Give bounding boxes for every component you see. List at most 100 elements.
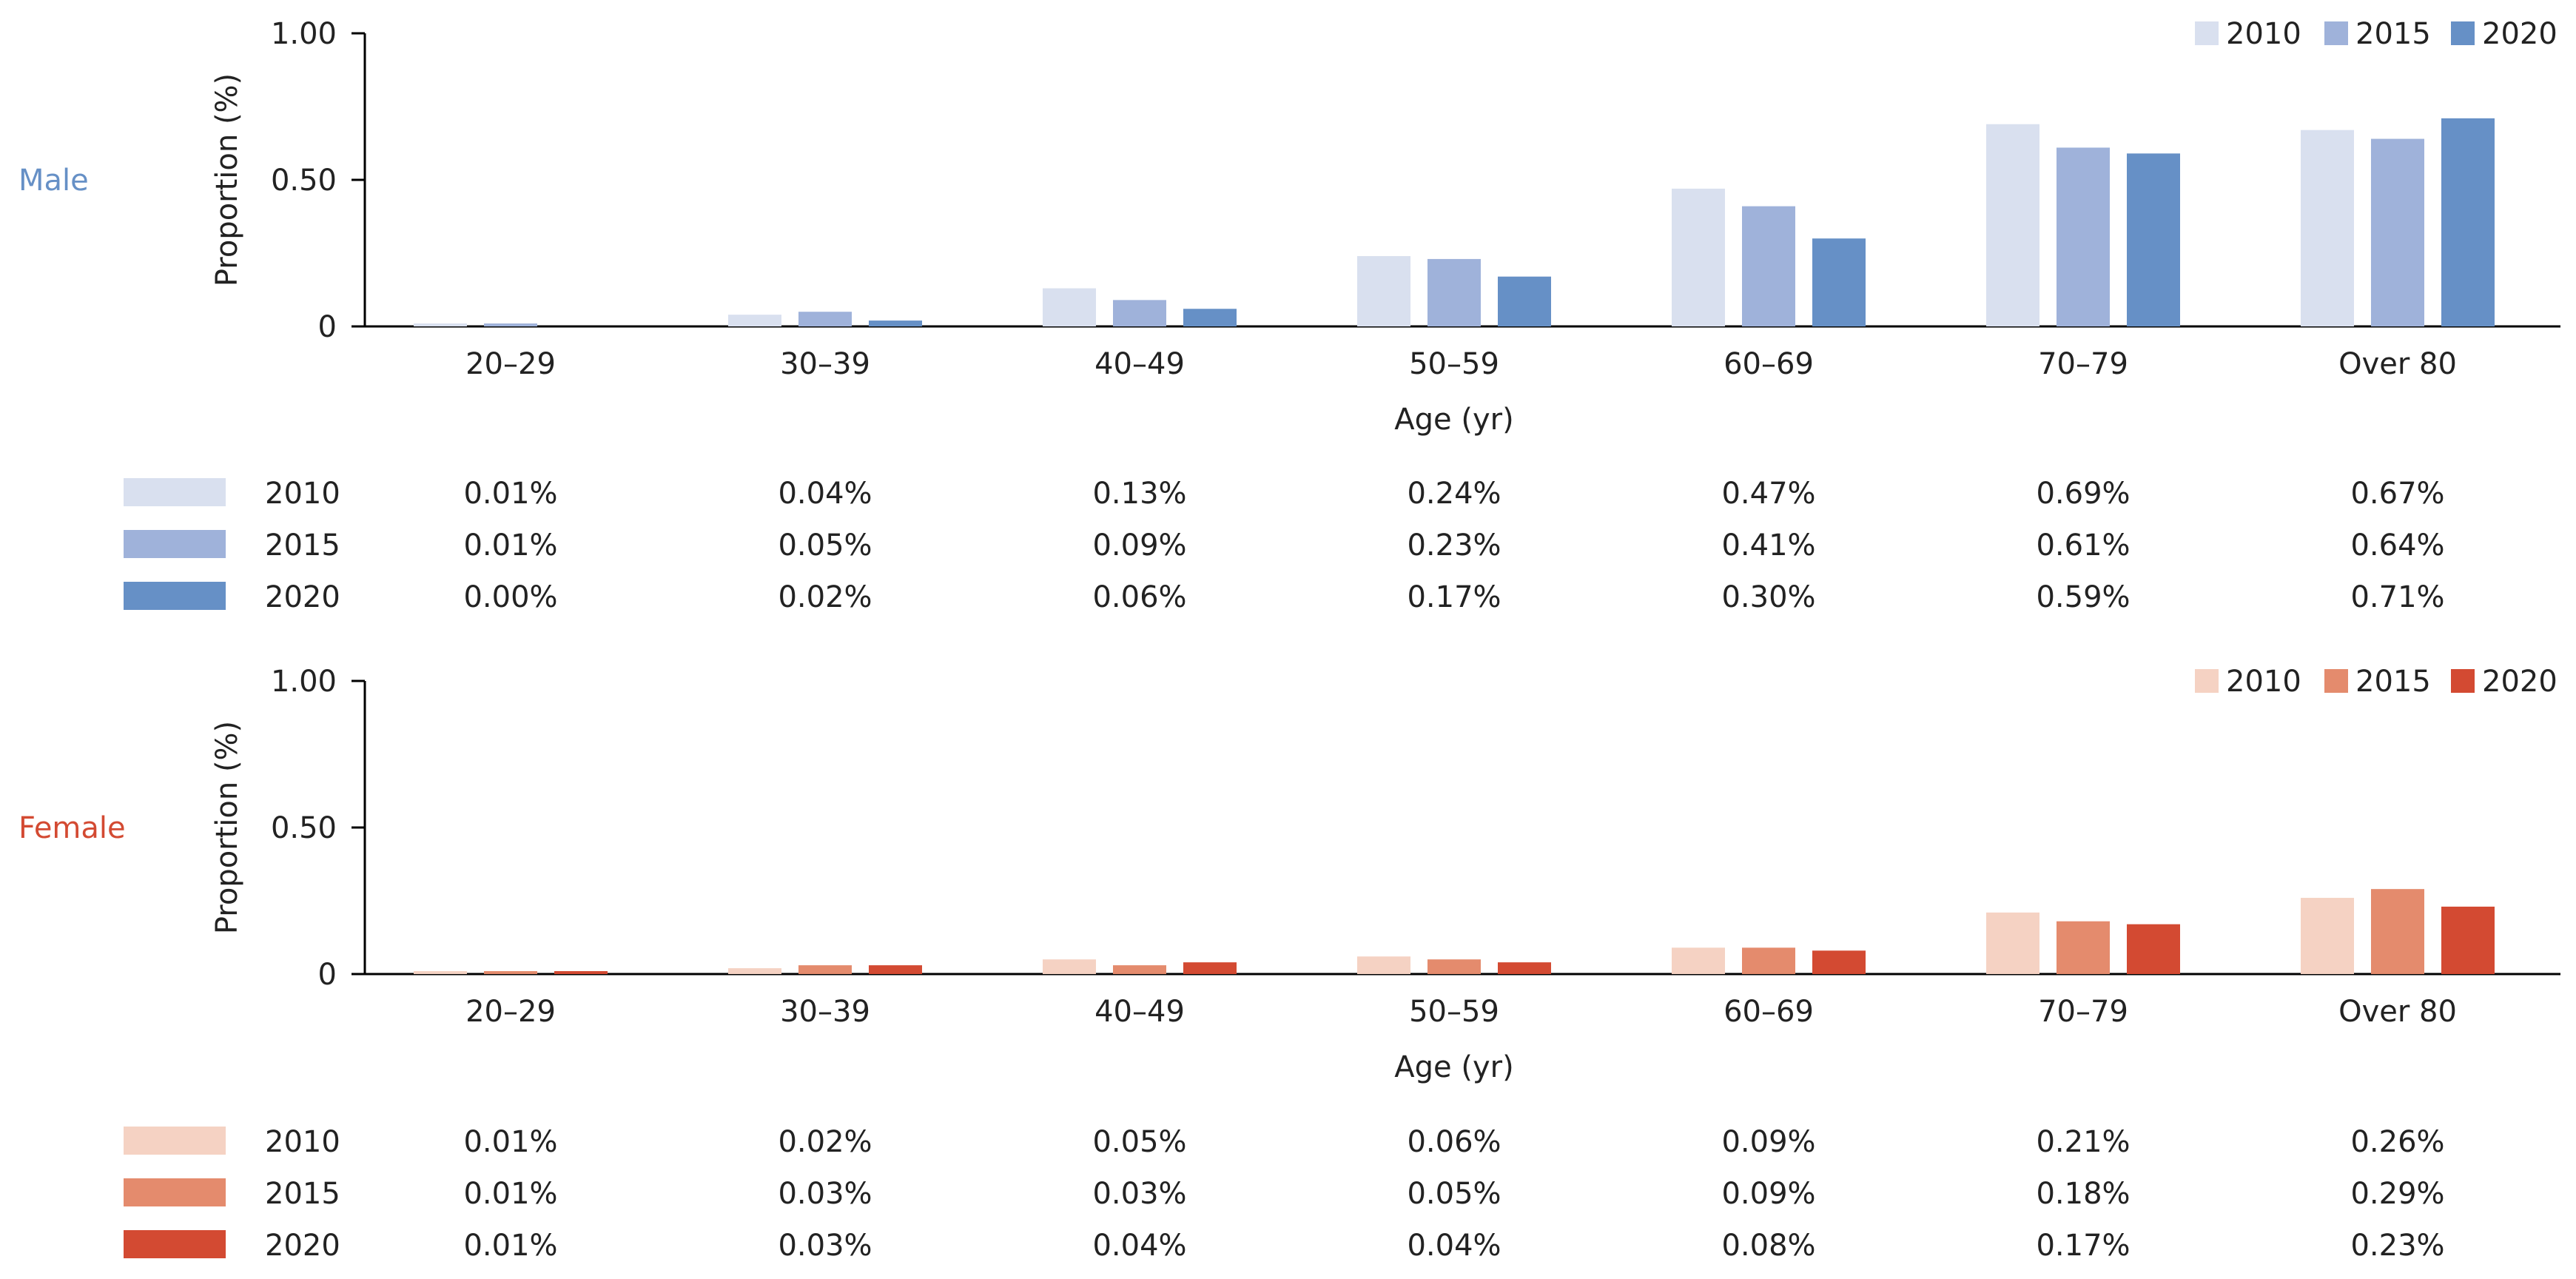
bar-2015-0 (484, 971, 537, 974)
bar-2020-4 (1812, 238, 1866, 326)
table-cell: 0.23% (1407, 528, 1501, 563)
legend-swatch (2324, 669, 2348, 693)
table-row-label: 2020 (265, 1229, 340, 1263)
legend-swatch (2195, 21, 2219, 45)
table-cell: 0.67% (2350, 477, 2444, 511)
bar-2010-1 (728, 968, 781, 974)
x-tick-label: 40–49 (1094, 995, 1185, 1029)
legend-swatch (2324, 21, 2348, 45)
x-tick-label: 20–29 (465, 995, 556, 1029)
bar-2020-3 (1498, 962, 1551, 974)
table-cell: 0.64% (2350, 528, 2444, 563)
bar-2010-5 (1986, 124, 2039, 326)
y-tick-label: 1.00 (271, 665, 337, 699)
table-cell: 0.13% (1092, 477, 1186, 511)
table-cell: 0.01% (463, 1229, 557, 1263)
table-cell: 0.17% (2036, 1229, 2130, 1263)
legend-swatch (2195, 669, 2219, 693)
y-tick-label: 0.50 (271, 811, 337, 845)
bar-2015-0 (484, 323, 537, 326)
bar-2010-3 (1357, 255, 1410, 326)
table-cell: 0.61% (2036, 528, 2130, 563)
legend-swatch (2451, 21, 2475, 45)
legend-label: 2020 (2482, 665, 2557, 699)
table-cell: 0.00% (463, 580, 557, 614)
x-tick-label: 60–69 (1724, 995, 1814, 1029)
table-cell: 0.21% (2036, 1125, 2130, 1159)
bar-2015-5 (2057, 921, 2110, 974)
table-cell: 0.02% (778, 580, 872, 614)
bar-2015-2 (1113, 300, 1166, 326)
bar-2010-4 (1672, 947, 1725, 974)
panel-label: Female (19, 811, 126, 845)
x-tick-label: 70–79 (2038, 995, 2128, 1029)
y-axis-title: Proportion (%) (210, 721, 244, 934)
table-row-label: 2015 (265, 528, 340, 563)
x-tick-label: Over 80 (2338, 995, 2457, 1029)
bar-2020-4 (1812, 950, 1866, 974)
table-row-label: 2010 (265, 477, 340, 511)
table-cell: 0.24% (1407, 477, 1501, 511)
table-cell: 0.23% (2350, 1229, 2444, 1263)
bar-2020-1 (869, 965, 922, 974)
table-cell: 0.04% (1092, 1229, 1186, 1263)
legend-label: 2010 (2226, 665, 2301, 699)
table-row-label: 2010 (265, 1125, 340, 1159)
table-cell: 0.09% (1092, 528, 1186, 563)
bar-2010-1 (728, 315, 781, 326)
table-cell: 0.29% (2350, 1177, 2444, 1211)
bar-2020-2 (1183, 962, 1237, 974)
bar-2020-3 (1498, 276, 1551, 326)
bar-2015-4 (1742, 206, 1795, 326)
legend-label: 2020 (2482, 17, 2557, 51)
bar-2020-5 (2127, 924, 2180, 974)
y-axis-title: Proportion (%) (210, 73, 244, 286)
bar-2020-0 (554, 971, 608, 974)
bar-2020-5 (2127, 153, 2180, 326)
bar-2020-2 (1183, 309, 1237, 326)
table-cell: 0.05% (1407, 1177, 1501, 1211)
table-cell: 0.01% (463, 528, 557, 563)
table-swatch (124, 582, 226, 610)
bar-2020-6 (2441, 118, 2495, 326)
chart-panel-female: Female 0 0.50 1.00 Proportion (%) 20–29 30–39 4… (19, 665, 2560, 1263)
table-cell: 0.59% (2036, 580, 2130, 614)
bar-2015-6 (2371, 889, 2424, 974)
table-cell: 0.06% (1407, 1125, 1501, 1159)
table-cell: 0.18% (2036, 1177, 2130, 1211)
bar-2010-6 (2301, 898, 2354, 974)
legend-label: 2015 (2355, 665, 2431, 699)
panel-label: Male (19, 164, 89, 198)
bar-2015-4 (1742, 947, 1795, 974)
x-tick-label: 30–39 (780, 347, 870, 381)
x-tick-label: 60–69 (1724, 347, 1814, 381)
x-axis-title: Age (yr) (1394, 403, 1513, 437)
table-swatch (124, 478, 226, 506)
bar-2010-2 (1043, 959, 1096, 974)
bar-2015-2 (1113, 965, 1166, 974)
bar-2010-0 (414, 323, 467, 326)
table-cell: 0.08% (1721, 1229, 1815, 1263)
bar-2015-6 (2371, 138, 2424, 326)
bar-2015-3 (1427, 959, 1481, 974)
table-cell: 0.09% (1721, 1125, 1815, 1159)
table-cell: 0.06% (1092, 580, 1186, 614)
x-axis-title: Age (yr) (1394, 1050, 1513, 1084)
legend-label: 2010 (2226, 17, 2301, 51)
bar-2020-6 (2441, 906, 2495, 974)
table-row-label: 2015 (265, 1177, 340, 1211)
table-cell: 0.69% (2036, 477, 2130, 511)
y-tick-label: 1.00 (271, 17, 337, 51)
table-cell: 0.30% (1721, 580, 1815, 614)
legend-label: 2015 (2355, 17, 2431, 51)
table-cell: 0.26% (2350, 1125, 2444, 1159)
x-tick-label: Over 80 (2338, 347, 2457, 381)
bar-2015-3 (1427, 258, 1481, 326)
bar-2010-3 (1357, 956, 1410, 974)
table-cell: 0.03% (778, 1177, 872, 1211)
table-cell: 0.47% (1721, 477, 1815, 511)
table-cell: 0.09% (1721, 1177, 1815, 1211)
legend-swatch (2451, 669, 2475, 693)
y-tick-label: 0 (318, 958, 337, 992)
